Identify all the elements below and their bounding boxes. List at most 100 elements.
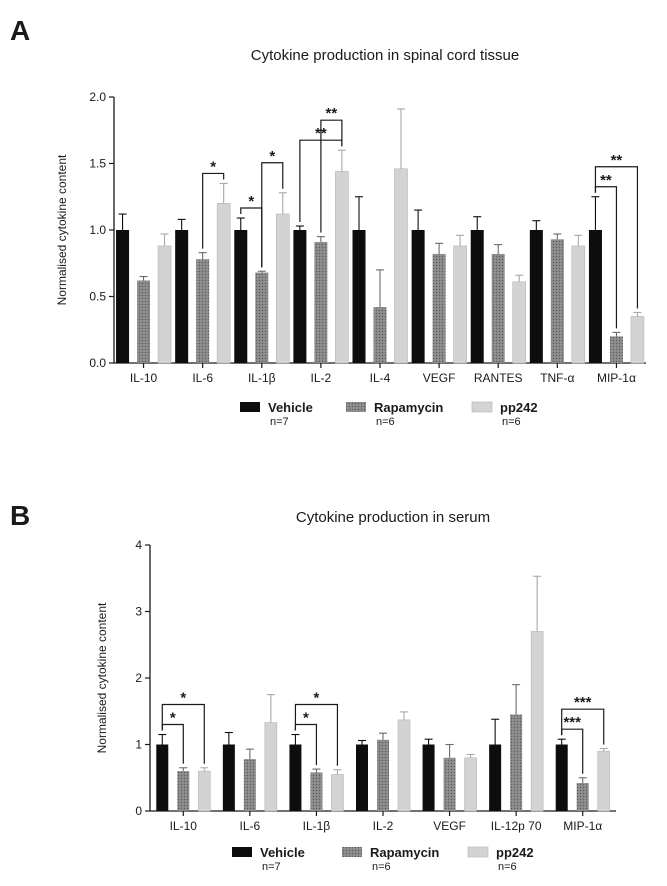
- y-tick-label: 4: [135, 538, 142, 552]
- x-tick-label: IL-1β: [303, 819, 331, 833]
- legend-n-pp242: n=6: [502, 416, 521, 428]
- bar-pp242: [331, 774, 344, 812]
- y-tick-label: 1.0: [89, 223, 106, 237]
- bar-rapamycin: [550, 239, 564, 363]
- bar-pp242: [512, 281, 527, 364]
- bar-rapamycin: [373, 307, 387, 363]
- bar-rapamycin: [432, 253, 446, 363]
- bar-pp242: [597, 750, 611, 812]
- bar-rapamycin: [491, 253, 505, 363]
- legend-swatch-rapamycin: [342, 847, 362, 857]
- legend-label-vehicle: Vehicle: [268, 400, 313, 415]
- y-tick-label: 0.5: [89, 290, 106, 304]
- x-tick-label: IL-6: [192, 371, 213, 385]
- x-tick-label: IL-10: [170, 819, 198, 833]
- significance-label: *: [180, 690, 186, 707]
- panel-letter-b: B: [10, 500, 30, 531]
- significance-bracket: [161, 703, 205, 764]
- bar-pp242: [264, 722, 278, 812]
- significance-label: *: [303, 710, 309, 727]
- chart-title: Cytokine production in spinal cord tissu…: [251, 47, 519, 64]
- bar-pp242: [197, 770, 211, 812]
- bar-vehicle: [116, 230, 130, 363]
- significance-label: **: [600, 172, 612, 189]
- bar-vehicle: [222, 744, 235, 811]
- chart-title: Cytokine production in serum: [296, 509, 490, 526]
- bar-rapamycin: [255, 272, 269, 363]
- x-tick-label: RANTES: [474, 371, 523, 385]
- x-tick-label: IL-2: [311, 371, 332, 385]
- bar-pp242: [571, 245, 586, 364]
- panel-letter-a: A: [10, 15, 30, 46]
- legend-n-pp242: n=6: [498, 861, 517, 873]
- legend-swatch-pp242: [467, 846, 489, 858]
- y-tick-label: 0: [135, 804, 142, 818]
- bar-vehicle: [234, 230, 248, 363]
- y-axis-label: Normalised cytokine content: [95, 602, 109, 753]
- x-tick-label: VEGF: [433, 819, 466, 833]
- bar-vehicle: [555, 744, 568, 811]
- y-tick-label: 0.0: [89, 356, 106, 370]
- significance-label: **: [326, 105, 338, 122]
- significance-label: *: [269, 148, 275, 165]
- x-tick-label: IL-12p 70: [491, 819, 542, 833]
- x-tick-label: IL-10: [130, 371, 158, 385]
- significance-label: *: [248, 193, 254, 210]
- x-tick-label: IL-6: [240, 819, 261, 833]
- bar-vehicle: [529, 230, 543, 363]
- legend-label-pp242: pp242: [500, 400, 538, 415]
- bar-vehicle: [156, 744, 169, 811]
- legend-label-rapamycin: Rapamycin: [370, 845, 439, 860]
- bar-pp242: [216, 203, 231, 364]
- significance-bracket: [261, 162, 284, 268]
- legend-swatch-rapamycin: [346, 402, 366, 412]
- bar-vehicle: [411, 230, 425, 363]
- legend-n-vehicle: n=7: [262, 861, 281, 873]
- bar-rapamycin: [576, 783, 589, 811]
- significance-label: *: [314, 690, 320, 707]
- x-tick-label: IL-2: [373, 819, 394, 833]
- significance-label: ***: [563, 714, 581, 731]
- bar-rapamycin: [609, 336, 623, 363]
- x-tick-label: VEGF: [423, 371, 456, 385]
- bar-rapamycin: [510, 714, 523, 811]
- legend-n-vehicle: n=7: [270, 416, 289, 428]
- significance-bracket: [202, 172, 225, 249]
- legend-label-vehicle: Vehicle: [260, 845, 305, 860]
- bar-rapamycin: [243, 759, 256, 811]
- significance-label: *: [210, 158, 216, 175]
- y-tick-label: 2.0: [89, 90, 106, 104]
- bar-vehicle: [175, 230, 189, 363]
- significance-bracket: [294, 703, 339, 766]
- bar-pp242: [630, 316, 645, 364]
- bar-pp242: [397, 719, 411, 812]
- y-tick-label: 2: [135, 671, 142, 685]
- bar-vehicle: [470, 230, 484, 363]
- bar-pp242: [335, 171, 349, 364]
- legend-label-pp242: pp242: [496, 845, 534, 860]
- y-tick-label: 3: [135, 605, 142, 619]
- bar-pp242: [530, 631, 544, 812]
- legend-swatch-vehicle: [232, 847, 252, 857]
- bar-vehicle: [489, 744, 502, 811]
- bar-rapamycin: [177, 771, 190, 811]
- significance-bracket: [320, 119, 343, 233]
- bar-rapamycin: [310, 772, 323, 811]
- bar-rapamycin: [137, 280, 151, 363]
- x-tick-label: TNF-α: [540, 371, 574, 385]
- y-tick-label: 1: [135, 738, 142, 752]
- bar-pp242: [464, 757, 477, 812]
- x-tick-label: MIP-1α: [597, 371, 636, 385]
- significance-bracket: [594, 166, 639, 309]
- y-tick-label: 1.5: [89, 157, 106, 171]
- x-tick-label: IL-1β: [248, 371, 276, 385]
- bar-rapamycin: [377, 739, 389, 811]
- bar-pp242: [275, 213, 290, 364]
- x-tick-label: MIP-1α: [563, 819, 602, 833]
- bar-rapamycin: [196, 259, 210, 363]
- bar-vehicle: [293, 230, 307, 363]
- legend-n-rapamycin: n=6: [372, 861, 391, 873]
- significance-label: **: [611, 152, 623, 169]
- significance-label: *: [170, 710, 176, 727]
